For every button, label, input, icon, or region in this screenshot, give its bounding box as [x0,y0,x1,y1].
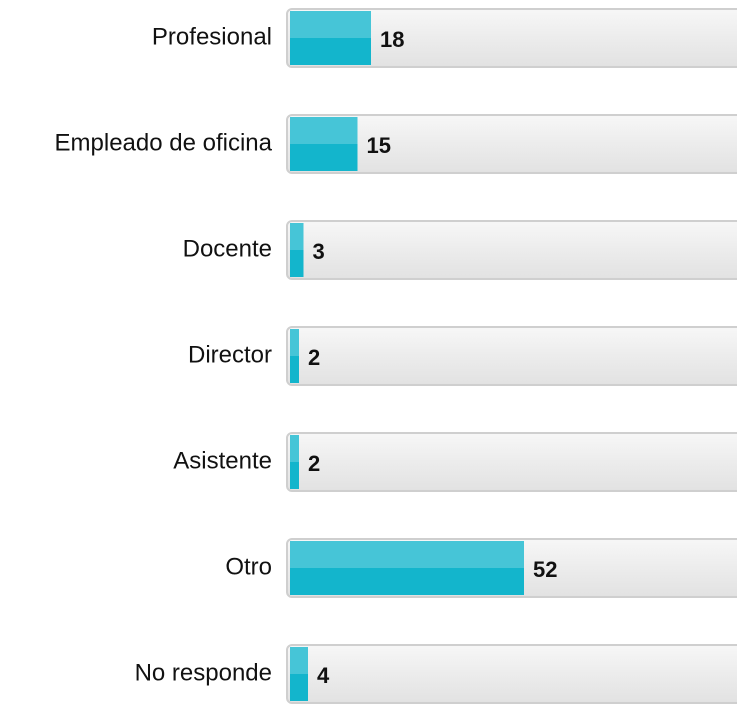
category-label: Asistente [173,447,272,474]
category-label: Profesional [152,23,272,50]
value-label: 15 [367,133,391,158]
bar-highlight [290,647,308,674]
category-label: Otro [225,553,272,580]
value-label: 2 [308,345,320,370]
value-label: 2 [308,451,320,476]
category-label: No responde [135,659,272,686]
bar-track [286,114,737,174]
bar-highlight [290,223,304,250]
bar [290,647,308,701]
bar-highlight [290,117,358,144]
category-label: Director [188,341,272,368]
bar-highlight [290,11,371,38]
bar-highlight [290,435,299,462]
bar [290,435,299,489]
bar-highlight [290,329,299,356]
bar-track [286,326,737,386]
bar-highlight [290,541,524,568]
value-label: 52 [533,557,557,582]
bar-track [286,644,737,704]
bar [290,11,371,65]
bar-track [286,8,737,68]
bar [290,329,299,383]
category-label: Empleado de oficina [55,129,273,156]
value-label: 3 [313,239,325,264]
bar [290,541,524,595]
bar [290,117,358,171]
bar-track [286,432,737,492]
value-label: 4 [317,663,330,688]
category-label: Docente [183,235,272,262]
bar [290,223,304,277]
bar-track [286,220,737,280]
value-label: 18 [380,27,404,52]
